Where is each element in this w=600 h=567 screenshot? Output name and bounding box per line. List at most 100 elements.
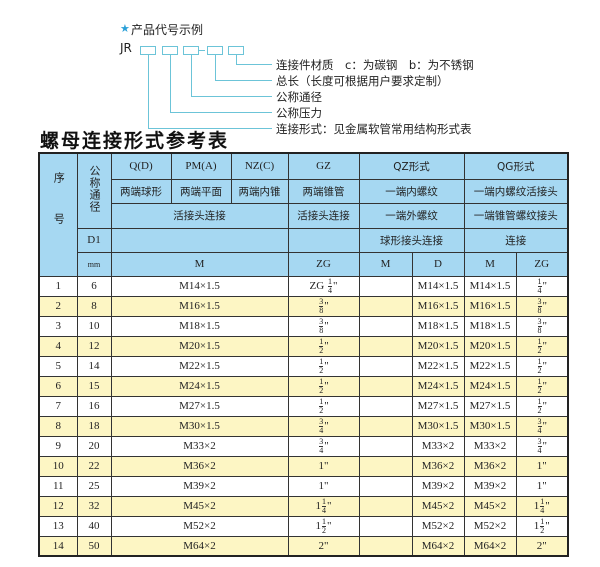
header-pm: PM(A)	[170, 152, 232, 180]
denominator: 2	[319, 345, 324, 355]
thread-whole: 2	[318, 539, 325, 552]
inch-mark: "	[542, 480, 547, 492]
numerator: 1	[327, 276, 332, 287]
inch-mark: "	[324, 319, 329, 332]
header-union-connection: 活接头连接	[110, 202, 289, 229]
cell-dn: 10	[76, 315, 112, 337]
cell-dn: 16	[76, 395, 112, 417]
cell-m: M45×2	[110, 495, 289, 517]
denominator: 4	[537, 445, 542, 455]
table-row: 2 8 M16×1.5 3 8 " M16×1.5 M16×1.5 3 8 "	[38, 295, 569, 317]
thread-whole: 1	[318, 460, 325, 472]
cell-qz-d: M39×2	[411, 475, 465, 497]
header-qz-m: M	[358, 251, 413, 277]
thread-prefix: ZG	[309, 279, 325, 292]
denominator: 2	[319, 405, 324, 415]
cell-qg-zg: 1"	[515, 455, 569, 477]
cell-dn: 14	[76, 355, 112, 377]
cell-m: M24×1.5	[110, 375, 289, 397]
cell-qg-zg: 1 1 4 "	[515, 495, 569, 517]
cell-qz-d: M36×2	[411, 455, 465, 477]
nut-connection-table: 序号 公称通径 Q(D) PM(A) NZ(C) GZ QZ形式 QG形式 两端…	[38, 152, 569, 557]
numerator: 3	[319, 316, 324, 327]
numerator: 1	[322, 496, 326, 507]
table-row: 5 14 M22×1.5 1 2 " M22×1.5 M22×1.5 1 2 "	[38, 355, 569, 377]
numerator: 3	[537, 416, 542, 427]
header-gz-connection: 活接头连接	[287, 202, 360, 229]
cell-m: M52×2	[110, 515, 289, 537]
cell-seq: 13	[38, 515, 78, 537]
cell-dn: 25	[76, 475, 112, 497]
numerator: 1	[537, 276, 542, 287]
cell-qz-d: M18×1.5	[411, 315, 465, 337]
header-zg: ZG	[287, 251, 360, 277]
denominator: 2	[319, 385, 324, 395]
inch-mark: "	[542, 460, 547, 472]
cell-dn: 22	[76, 455, 112, 477]
cell-seq: 1	[38, 275, 78, 297]
label-material: 连接件材质 c：为碳钢 b：为不锈钢	[276, 58, 474, 72]
inch-mark: "	[542, 319, 548, 332]
inch-mark: "	[542, 379, 548, 392]
cell-gz: 3 4 "	[287, 435, 360, 457]
cell-dn: 20	[76, 435, 112, 457]
inch-mark: "	[324, 399, 329, 412]
inch-mark: "	[327, 499, 332, 512]
cell-qz-d: M33×2	[411, 435, 465, 457]
cell-dn: 8	[76, 295, 112, 317]
table-row: 1 6 M14×1.5 ZG 1 4 " M14×1.5 M14×1.5 1 4 "	[38, 275, 569, 297]
cell-gz: 1"	[287, 455, 360, 477]
inch-mark: "	[545, 499, 550, 512]
table-row: 11 25 M39×2 1" M39×2 M39×2 1"	[38, 475, 569, 497]
cell-qg-m: M52×2	[463, 515, 517, 537]
header-qd-desc: 两端球形	[110, 178, 172, 204]
numerator: 3	[319, 296, 324, 307]
numerator: 3	[537, 436, 542, 447]
denominator: 4	[537, 285, 542, 295]
denominator: 2	[540, 525, 545, 535]
header-qg-connection: 一端锥管螺纹接头	[463, 202, 569, 229]
header-qg: QG形式	[463, 152, 569, 180]
cell-qz-m	[358, 335, 413, 357]
numerator: 3	[537, 296, 542, 307]
numerator: 3	[537, 316, 542, 327]
cell-qg-m: M39×2	[463, 475, 517, 497]
cell-seq: 10	[38, 455, 78, 477]
numerator: 1	[319, 376, 324, 387]
cell-qz-d: M30×1.5	[411, 415, 465, 437]
inch-mark: "	[324, 379, 329, 392]
inch-mark: "	[324, 419, 329, 432]
cell-gz: 1"	[287, 475, 360, 497]
label-nominal-diameter: 公称通径	[276, 90, 322, 104]
numerator: 1	[540, 496, 545, 507]
cell-qg-zg: 3 8 "	[515, 295, 569, 317]
cell-qz-d: M24×1.5	[411, 375, 465, 397]
thread-whole: 1	[533, 499, 540, 512]
cell-qg-m: M24×1.5	[463, 375, 517, 397]
code-box-4	[207, 46, 223, 55]
thread-whole: 1	[315, 499, 322, 512]
cell-seq: 2	[38, 295, 78, 317]
denominator: 4	[319, 445, 324, 455]
numerator: 1	[537, 376, 542, 387]
numerator: 1	[537, 356, 542, 367]
table-row: 4 12 M20×1.5 1 2 " M20×1.5 M20×1.5 1 2 "	[38, 335, 569, 357]
cell-qz-m	[358, 535, 413, 557]
cell-qg-zg: 1 2 "	[515, 375, 569, 397]
numerator: 1	[319, 356, 324, 367]
cell-m: M64×2	[110, 535, 289, 557]
numerator: 1	[319, 396, 324, 407]
cell-seq: 7	[38, 395, 78, 417]
cell-qz-d: M20×1.5	[411, 335, 465, 357]
cell-dn: 50	[76, 535, 112, 557]
